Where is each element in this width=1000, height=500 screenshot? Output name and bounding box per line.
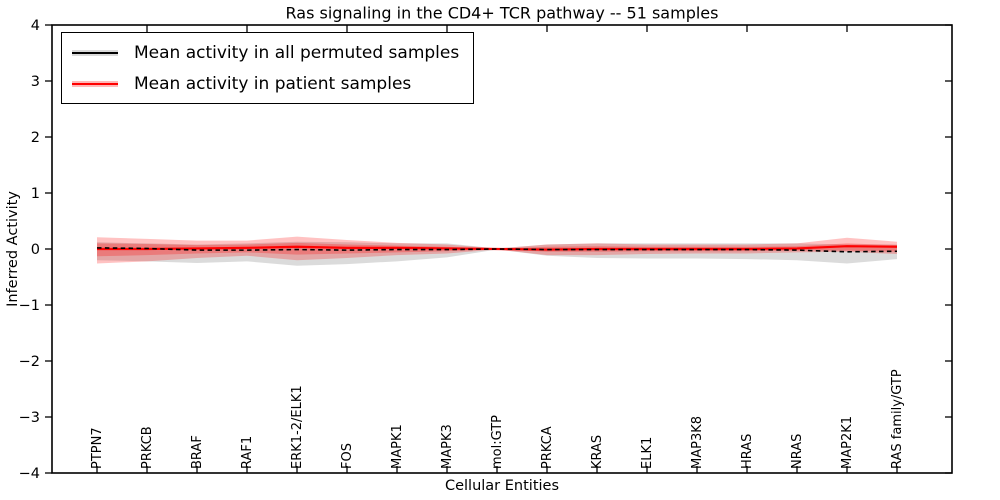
y-tick-label: 1 (31, 186, 40, 202)
x-tick-label: ELK1 (640, 437, 655, 469)
axis-ticks (45, 24, 952, 474)
permuted-line-swatch (72, 51, 118, 54)
x-tick-label: NRAS (790, 434, 805, 469)
mean-line-permuted (96, 247, 898, 253)
x-tick-label: RAS family/GTP (890, 369, 905, 469)
x-tick-label: HRAS (740, 434, 755, 469)
x-tick-label: RAF1 (240, 436, 255, 469)
x-tick-label: PRKCB (140, 426, 155, 469)
x-tick-label: FOS (340, 443, 355, 469)
legend-label-permuted: Mean activity in all permuted samples (134, 42, 460, 63)
x-tick-label: MAP2K1 (840, 416, 855, 469)
y-tick-label: 4 (31, 18, 40, 34)
x-tick-labels: PTPN7 PRKCB BRAF RAF1 ERK1-2/ELK1 FOS MAPK1 MAP… (90, 369, 905, 469)
y-tick-labels: 4 3 2 1 0 −1 −2 −3 −4 (19, 18, 40, 482)
legend-handle-patient (72, 77, 118, 91)
legend: Mean activity in all permuted samples Me… (61, 32, 475, 104)
y-tick-label: 3 (31, 74, 40, 90)
band-patient-std-band (97, 236, 897, 264)
x-tick-label: PTPN7 (90, 427, 105, 469)
x-tick-label: MAP3K8 (690, 416, 705, 469)
x-tick-label: PRKCA (540, 426, 555, 469)
x-tick-label: MAPK3 (440, 424, 455, 469)
x-tick-label: mol:GTP (490, 415, 505, 469)
y-tick-label: 2 (31, 130, 40, 146)
legend-handle-permuted (72, 46, 118, 60)
x-tick-label: KRAS (590, 435, 605, 469)
x-tick-label: ERK1-2/ELK1 (290, 385, 305, 469)
chart-title: Ras signaling in the CD4+ TCR pathway --… (285, 3, 719, 23)
x-axis-label: Cellular Entities (444, 478, 560, 494)
x-tick-label: BRAF (190, 435, 205, 469)
mean-lines (96, 245, 898, 253)
legend-entry-patient: Mean activity in patient samples (72, 71, 459, 96)
mean-line-patient (97, 245, 898, 251)
y-tick-label: −3 (19, 410, 40, 426)
legend-entry-permuted: Mean activity in all permuted samples (72, 40, 459, 65)
patient-line-swatch (72, 82, 118, 85)
y-tick-label: −4 (19, 466, 40, 482)
y-tick-label: −2 (19, 354, 40, 370)
x-tick-label: MAPK1 (390, 424, 405, 469)
legend-label-patient: Mean activity in patient samples (134, 73, 412, 94)
y-tick-label: −1 (19, 298, 40, 314)
y-tick-label: 0 (31, 242, 40, 258)
confidence-bands (97, 236, 897, 266)
